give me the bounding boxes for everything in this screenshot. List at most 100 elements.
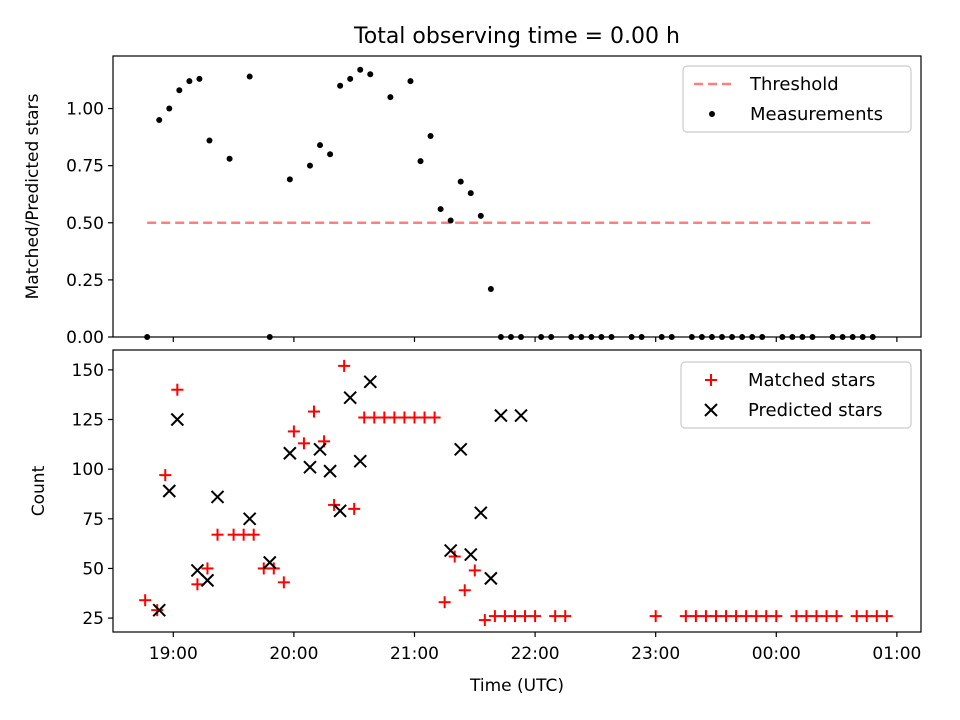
predicted-point — [343, 390, 357, 405]
x-axis-label: Time (UTC) — [469, 676, 564, 696]
y-tick-label: 0.00 — [66, 328, 104, 348]
y-tick-label: 125 — [72, 411, 104, 431]
legend-box — [680, 361, 912, 429]
predicted-point — [152, 603, 166, 617]
measurement-point — [437, 206, 444, 213]
matched-point — [139, 594, 152, 607]
measurement-point — [427, 132, 434, 139]
predicted-point — [242, 512, 257, 526]
cross-b — [464, 547, 478, 562]
cross-b — [210, 490, 225, 504]
matched-point — [750, 610, 763, 623]
predicted-point — [443, 543, 458, 558]
matched-point — [348, 502, 361, 515]
matched-point — [408, 411, 421, 424]
predicted-point — [263, 555, 277, 570]
matched-point — [171, 383, 184, 396]
matched-point — [498, 610, 511, 623]
matched-point — [770, 610, 783, 623]
legend-measurement-swatch — [709, 111, 715, 117]
matched-point — [297, 437, 310, 450]
matched-point — [267, 562, 280, 575]
cross-b — [162, 484, 176, 498]
matched-point — [730, 610, 743, 623]
matched-point — [699, 610, 712, 623]
measurement-point — [226, 155, 233, 162]
predicted-point — [313, 442, 327, 457]
x-tick-label: 20:00 — [269, 644, 318, 664]
matched-point — [720, 610, 733, 623]
legend: Matched stars Predicted stars — [680, 361, 912, 429]
cross-b — [190, 563, 205, 578]
matched-point — [398, 411, 411, 424]
cross-b — [242, 512, 257, 526]
matched-point — [151, 604, 164, 617]
cross-b — [152, 603, 166, 617]
measurement-point — [186, 78, 193, 85]
legend-label: Threshold — [749, 74, 839, 95]
matched-point — [870, 610, 883, 623]
matched-point — [529, 610, 542, 623]
legend-matched-swatch — [705, 374, 717, 386]
predicted-point — [353, 454, 367, 468]
cross-b — [494, 408, 508, 423]
measurement-point — [156, 116, 163, 123]
matched-point — [508, 610, 521, 623]
matched-point — [679, 610, 692, 623]
measurement-point — [317, 142, 324, 149]
measurement-point — [367, 71, 374, 78]
measurement-point — [387, 94, 394, 101]
predicted-point — [283, 446, 297, 460]
measurement-point — [417, 158, 424, 165]
matched-point — [227, 528, 240, 541]
measurement-point — [487, 286, 494, 293]
cross-b — [454, 442, 468, 457]
predicted-point — [464, 547, 478, 562]
matched-point — [810, 610, 823, 623]
matched-point — [358, 411, 371, 424]
y-tick-label: 75 — [82, 510, 104, 530]
matched-point — [448, 550, 461, 563]
x-tick-label: 01:00 — [872, 644, 921, 664]
legend-label: Measurements — [750, 104, 883, 125]
matched-point — [790, 610, 803, 623]
matched-point — [247, 528, 260, 541]
measurement-point — [407, 78, 414, 85]
cross-b — [323, 464, 337, 478]
x-tick-label: 21:00 — [390, 644, 439, 664]
predicted-point — [323, 464, 337, 478]
matched-point — [488, 610, 501, 623]
matched-point — [830, 610, 843, 623]
matched-point — [850, 610, 863, 623]
matched-point — [159, 469, 172, 482]
predicted-point — [454, 442, 468, 457]
measurement-point — [176, 87, 183, 94]
matched-point — [740, 610, 753, 623]
matched-point — [760, 610, 773, 623]
matched-point — [438, 596, 451, 609]
y-tick-label: 25 — [82, 609, 104, 629]
y-axis-label: Count — [29, 465, 49, 516]
predicted-point — [363, 375, 377, 389]
legend: Threshold Measurements — [682, 65, 912, 133]
matched-point — [800, 610, 813, 623]
cross-b — [303, 460, 317, 474]
y-tick-label: 1.00 — [66, 100, 104, 120]
legend-box — [682, 65, 912, 133]
measurement-point — [447, 217, 454, 224]
matched-point — [880, 610, 893, 623]
cross-b — [704, 403, 718, 417]
x-tick-label: 23:00 — [631, 644, 680, 664]
matched-point — [368, 411, 381, 424]
cross-b — [263, 555, 277, 570]
predicted-point — [200, 573, 215, 588]
matched-point — [378, 411, 391, 424]
y-tick-label: 100 — [72, 460, 104, 480]
predicted-point — [494, 408, 508, 423]
figure-title: Total observing time = 0.00 h — [353, 24, 680, 49]
cross-b — [170, 412, 185, 427]
y-tick-label: 0.75 — [66, 157, 104, 177]
matched-point — [277, 576, 290, 589]
cross-b — [484, 571, 498, 586]
bottom-axes: 25 50 75 100 125 150 19:00 20:00 21:00 22:00 23:00… — [29, 349, 922, 696]
